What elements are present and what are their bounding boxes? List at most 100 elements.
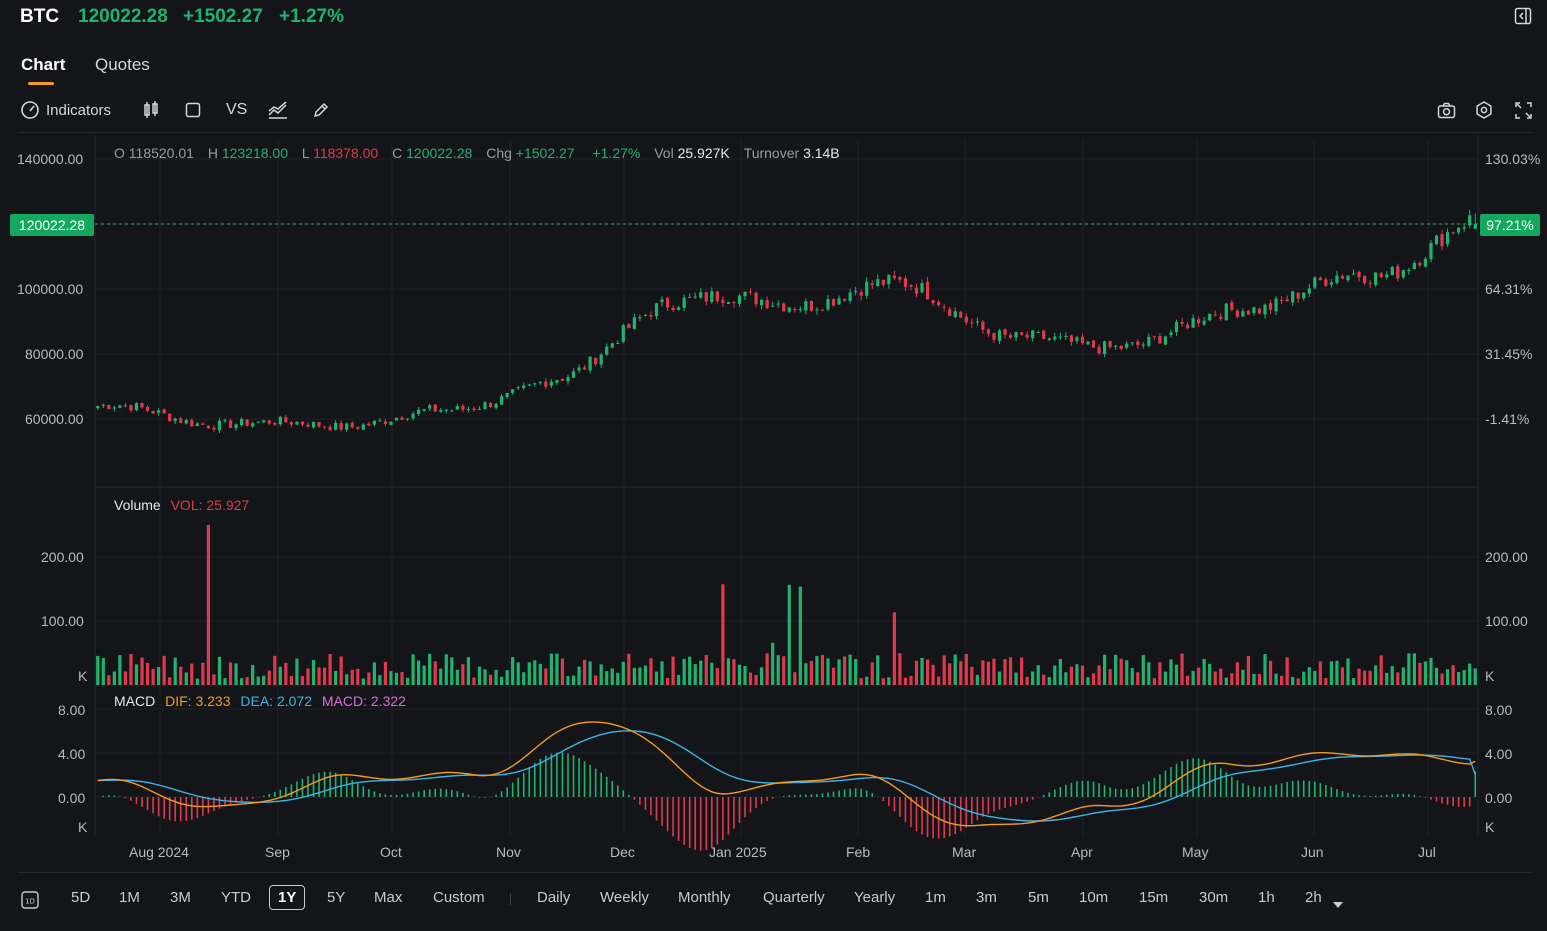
candle-body xyxy=(505,392,509,397)
range-3m[interactable]: 3M xyxy=(170,889,191,906)
volume-axis-tick: 100.00 xyxy=(41,613,84,629)
candle-body xyxy=(937,301,941,306)
volume-bar xyxy=(1152,678,1156,685)
indicators-button[interactable]: Indicators xyxy=(20,100,111,120)
volume-bar xyxy=(1042,674,1046,685)
period-2h[interactable]: 2h xyxy=(1305,889,1322,906)
volume-bar xyxy=(610,668,614,685)
candle-type-button[interactable] xyxy=(142,100,160,120)
candle-body xyxy=(422,409,426,411)
candle-body xyxy=(289,422,293,425)
candle-body xyxy=(184,420,188,424)
period-yearly[interactable]: Yearly xyxy=(854,889,896,906)
candle-body xyxy=(1241,311,1245,317)
period-quarterly[interactable]: Quarterly xyxy=(763,889,825,906)
candle-body xyxy=(217,420,222,431)
candle-body xyxy=(898,277,902,280)
candle-body xyxy=(1191,318,1195,328)
symbol-title: BTC xyxy=(20,6,60,27)
period-3m[interactable]: 3m xyxy=(976,889,997,906)
candle-body xyxy=(1114,345,1118,347)
period-1m[interactable]: 1m xyxy=(925,889,946,906)
volume-bar xyxy=(920,657,924,685)
range-5y[interactable]: 5Y xyxy=(327,889,346,906)
candle-body xyxy=(942,306,946,308)
range-1y[interactable]: 1Y xyxy=(269,885,306,910)
period-10m[interactable]: 10m xyxy=(1079,889,1109,906)
gauge-icon xyxy=(21,101,39,119)
volume-title: Volume xyxy=(114,497,161,513)
candle-body xyxy=(826,299,830,310)
tab-quotes[interactable]: Quotes xyxy=(95,55,150,74)
candle-body xyxy=(831,299,836,306)
draw-button[interactable] xyxy=(312,100,330,120)
intraday-toggle[interactable]: 1D xyxy=(21,891,39,914)
period-15m[interactable]: 15m xyxy=(1139,889,1169,906)
candle-body xyxy=(134,403,139,411)
volume-bar xyxy=(273,655,277,685)
screenshot-button[interactable] xyxy=(1437,100,1456,120)
period-daily[interactable]: Daily xyxy=(537,889,571,906)
candle-body xyxy=(1357,272,1361,278)
candle-body xyxy=(997,330,1002,341)
volume-bar xyxy=(1434,667,1439,685)
period-monthly[interactable]: Monthly xyxy=(678,889,731,906)
volume-bar xyxy=(1102,654,1107,685)
time-axis-label: Sep xyxy=(265,844,290,860)
candle-body xyxy=(433,404,437,412)
candle-body xyxy=(1097,346,1101,354)
range-max[interactable]: Max xyxy=(374,889,403,906)
settings-button[interactable] xyxy=(1475,100,1493,120)
candle-body xyxy=(571,371,576,378)
volume-bar xyxy=(737,664,742,685)
volume-bar xyxy=(450,657,454,685)
macd-unit-right: K xyxy=(1485,819,1495,835)
macd-dif: DIF: 3.233 xyxy=(165,693,231,709)
square-icon xyxy=(185,102,201,118)
tab-chart[interactable]: Chart xyxy=(21,55,66,74)
volume-legend: Volume VOL: 25.927 xyxy=(114,497,249,513)
range-ytd[interactable]: YTD xyxy=(221,889,251,906)
vol-label: Vol xyxy=(654,145,674,161)
volume-bar xyxy=(1003,659,1007,685)
candle-body xyxy=(1130,342,1134,344)
candle-body xyxy=(151,410,155,414)
collapse-panel-icon[interactable] xyxy=(1514,7,1532,25)
volume-bar xyxy=(511,657,515,685)
time-axis-label: May xyxy=(1182,844,1209,860)
candle-body xyxy=(677,307,681,310)
volume-bar xyxy=(228,662,233,685)
volume-bar xyxy=(223,678,227,685)
volume-bar xyxy=(549,653,553,685)
candle-body xyxy=(975,321,979,323)
period-5m[interactable]: 5m xyxy=(1028,889,1049,906)
candle-body xyxy=(1197,319,1201,324)
candle-body xyxy=(948,308,952,316)
period-weekly[interactable]: Weekly xyxy=(600,889,649,906)
range-1m[interactable]: 1M xyxy=(119,889,140,906)
volume-bar xyxy=(466,657,471,685)
volume-bar xyxy=(1318,661,1322,685)
candle-body xyxy=(328,426,332,431)
candle-body xyxy=(339,423,343,430)
compare-vs-button[interactable]: VS xyxy=(226,101,248,118)
candle-body xyxy=(721,299,725,303)
volume-bar xyxy=(1307,667,1311,685)
range-5d[interactable]: 5D xyxy=(71,889,91,906)
candle-body xyxy=(549,381,553,386)
candle-body xyxy=(560,379,565,381)
trend-button[interactable] xyxy=(268,100,288,120)
volume-bar xyxy=(212,674,216,685)
candle-body xyxy=(760,299,764,306)
period-1h[interactable]: 1h xyxy=(1258,889,1275,906)
volume-bar xyxy=(444,654,448,685)
volume-bar xyxy=(1241,669,1245,685)
period-30m[interactable]: 30m xyxy=(1199,889,1229,906)
frame-button[interactable] xyxy=(185,100,201,120)
range-custom[interactable]: Custom xyxy=(433,889,485,906)
candle-body xyxy=(522,385,526,389)
fullscreen-button[interactable] xyxy=(1515,100,1532,120)
period-dropdown[interactable] xyxy=(1333,896,1343,914)
volume-bar xyxy=(638,667,642,685)
